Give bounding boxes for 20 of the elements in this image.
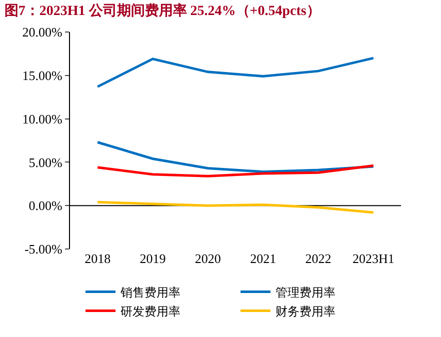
y-tick-label: 0.00% bbox=[28, 198, 63, 214]
legend-label: 管理费用率 bbox=[276, 285, 336, 300]
x-tick-label: 2022 bbox=[305, 251, 332, 266]
y-tick-label: 15.00% bbox=[22, 68, 63, 83]
x-tick-label: 2023H1 bbox=[352, 251, 394, 266]
x-tick-label: 2021 bbox=[250, 251, 276, 266]
y-tick-label: 20.00% bbox=[22, 24, 63, 40]
y-tick-label: 5.00% bbox=[28, 154, 63, 170]
y-tick-label: 10.00% bbox=[22, 111, 63, 126]
legend-label: 财务费用率 bbox=[276, 304, 336, 318]
legend-label: 研发费用率 bbox=[120, 304, 180, 318]
x-tick-label: 2019 bbox=[140, 251, 166, 266]
legend-label: 销售费用率 bbox=[120, 285, 180, 300]
line-series bbox=[96, 164, 375, 178]
x-tick-label: 2020 bbox=[194, 251, 221, 266]
y-tick-label: -5.00% bbox=[24, 242, 63, 257]
chart-title: 图7：2023H1 公司期间费用率 25.24%（+0.54pcts） bbox=[4, 2, 320, 19]
line-series bbox=[96, 56, 375, 88]
line-series bbox=[96, 200, 375, 214]
x-tick-label: 2018 bbox=[84, 251, 111, 266]
